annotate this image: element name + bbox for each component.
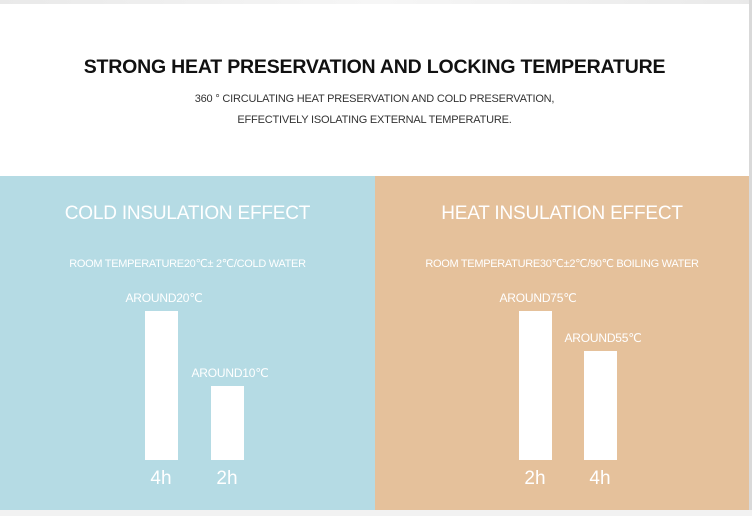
heat-tick-2h: 2h — [524, 468, 546, 489]
cold-tick-2h: 2h — [216, 468, 238, 489]
cold-bar-label-4h: AROUND20℃ — [125, 291, 203, 305]
cold-bar-4h — [144, 311, 178, 460]
cold-panel-title: COLD INSULATION EFFECT — [64, 203, 311, 224]
cold-bar-label-2h: AROUND10℃ — [191, 365, 269, 380]
subtitle-line-1: 360 ° CIRCULATING HEAT PRESERVATION AND … — [194, 93, 555, 105]
heat-bar-2h — [518, 311, 552, 460]
heat-panel-subtitle: ROOM TEMPERATURE30℃±2℃/90℃ BOILING WATER — [425, 258, 699, 270]
top-strip — [0, 0, 752, 4]
heat-tick-4h: 4h — [589, 468, 611, 489]
heat-bar-label-4h: AROUND55℃ — [564, 330, 642, 345]
heat-bar-4h — [583, 350, 617, 460]
heat-bar-label-2h: AROUND75℃ — [499, 291, 577, 305]
cold-insulation-panel: COLD INSULATION EFFECT ROOM TEMPERATURE2… — [0, 176, 375, 510]
heat-panel-title: HEAT INSULATION EFFECT — [441, 203, 683, 224]
bottom-strip — [0, 510, 752, 516]
page-title: STRONG HEAT PRESERVATION AND LOCKING TEM… — [83, 56, 666, 78]
subtitle-line-2: EFFECTIVELY ISOLATING EXTERNAL TEMPERATU… — [237, 114, 512, 126]
heat-insulation-panel: HEAT INSULATION EFFECT ROOM TEMPERATURE3… — [375, 176, 749, 510]
cold-tick-4h: 4h — [150, 468, 172, 489]
header: STRONG HEAT PRESERVATION AND LOCKING TEM… — [0, 0, 752, 176]
right-edge — [749, 0, 752, 516]
cold-panel-subtitle: ROOM TEMPERATURE20℃± 2℃/COLD WATER — [69, 258, 306, 270]
cold-bar-2h — [210, 385, 244, 460]
